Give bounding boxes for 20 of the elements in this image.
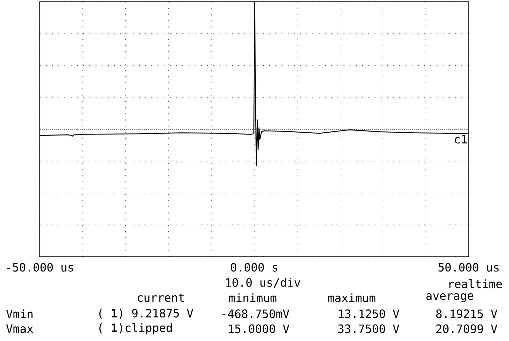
text: current xyxy=(138,294,184,302)
text: 13.1250 V xyxy=(339,310,400,318)
text: 8.19215 V xyxy=(436,310,498,318)
text: ( 1)clipped xyxy=(100,323,172,335)
text: 15.0000 V xyxy=(229,324,290,334)
x-tick-label: 0.000 s xyxy=(231,263,278,272)
text: ( 1) 9.21875 V xyxy=(100,308,194,320)
text: 20.7099 V xyxy=(436,324,498,334)
x-tick-label: 50.000 us xyxy=(438,263,499,272)
text: -468.750mV xyxy=(222,310,290,318)
series-label: c1 xyxy=(455,135,468,144)
x-tick-label: -50.000 us xyxy=(7,263,74,272)
x-axis-title: 10.0 us/div xyxy=(226,278,300,288)
text: Vmin xyxy=(6,310,33,318)
text: 33.7500 V xyxy=(338,324,400,334)
text: Vmax xyxy=(6,324,34,334)
text: maximum xyxy=(328,294,376,302)
text: realtime xyxy=(450,280,502,288)
text: average xyxy=(426,294,474,302)
text: minimum xyxy=(229,294,277,302)
